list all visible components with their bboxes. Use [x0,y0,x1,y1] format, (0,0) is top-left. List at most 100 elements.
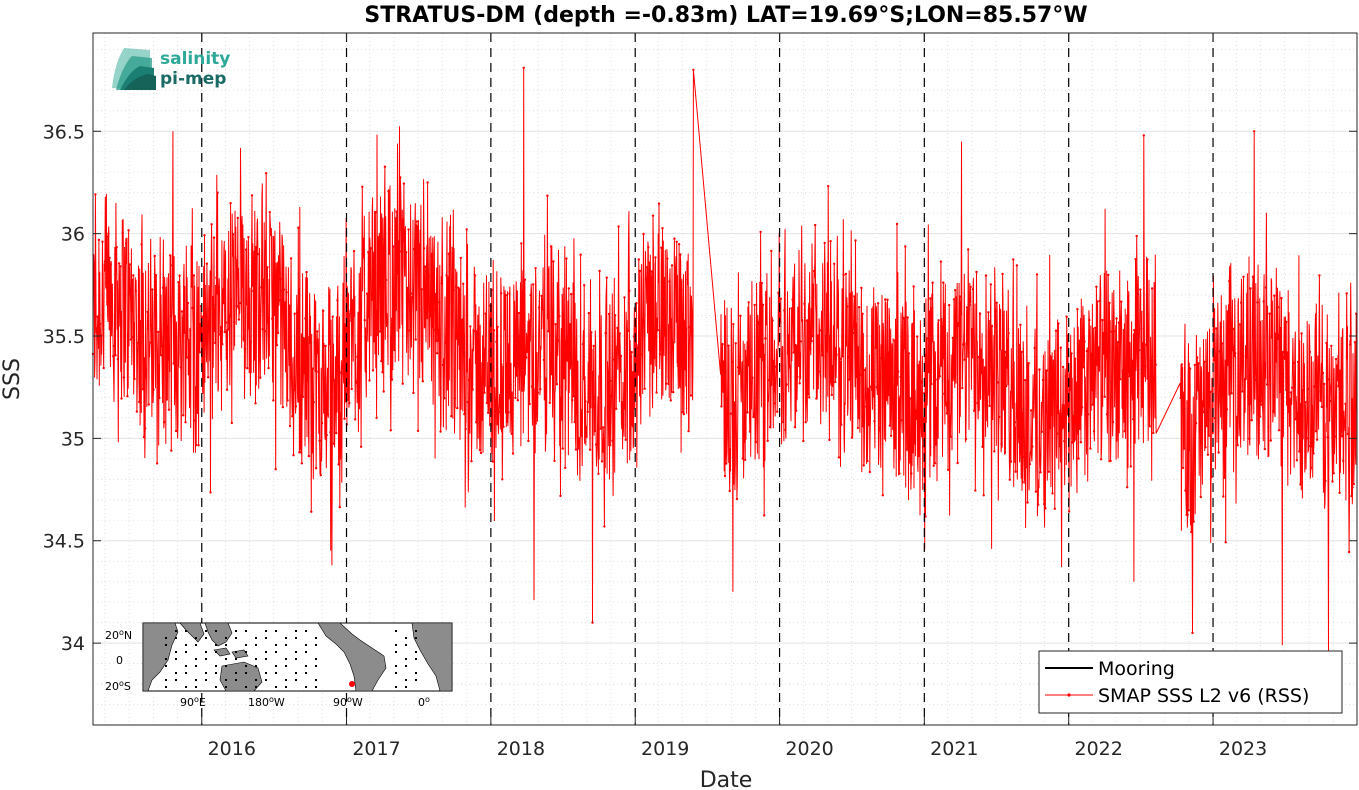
series-point [164,309,167,312]
series-point [875,386,879,389]
series-point [469,325,472,328]
inset-map-dot [315,644,317,646]
series-point [261,328,264,331]
series-point [1242,275,1245,278]
series-point [958,295,962,298]
series-point [768,426,772,429]
series-point [477,339,480,342]
series-point [791,298,794,301]
series-point [1210,475,1213,479]
series-point [1109,459,1112,463]
series-point [857,306,861,309]
inset-map-dot [395,686,397,688]
series-point [860,286,863,290]
series-point [135,410,139,413]
series-point [387,190,390,193]
series-point [1082,366,1085,369]
series-point [314,467,318,470]
series-point [982,494,985,497]
series-point [733,401,736,404]
series-point [908,397,912,400]
series-point [572,395,575,398]
series-point [670,264,674,267]
series-point [266,266,269,269]
inset-map-dot [395,672,397,674]
series-point [267,366,270,370]
inset-map-dot [295,672,297,674]
y-tick-label: 34 [61,633,85,655]
series-point [236,216,239,220]
series-point [772,359,775,363]
series-point [286,399,289,402]
series-point [853,295,856,298]
series-point [463,412,466,416]
series-point [651,214,655,217]
series-point [978,312,982,315]
series-point [108,256,111,260]
inset-map-dot [165,665,167,667]
series-point [1288,402,1292,406]
series-point [1048,426,1052,430]
series-point [152,388,155,391]
series-point [1253,130,1256,133]
series-point [375,416,378,420]
series-point [1338,491,1341,494]
series-point [421,380,424,383]
series-point [535,397,538,401]
series-point [1113,330,1116,333]
inset-map-dot [285,658,287,660]
series-point [1142,134,1146,137]
series-point [546,194,549,197]
series-point [491,460,494,463]
series-point [786,352,790,355]
inset-map-dot [235,630,237,632]
series-point [231,233,235,236]
series-point [551,311,554,314]
series-point [234,256,237,259]
series-point [850,436,854,439]
series-point [637,258,640,261]
series-point [758,322,761,326]
series-point [1102,352,1105,355]
series-point [482,362,485,365]
series-point [445,274,448,277]
series-point [740,378,743,382]
series-point [303,372,306,375]
series-point [174,429,178,433]
series-point [441,363,445,367]
series-point [675,240,678,243]
series-point [1232,327,1236,331]
series-point [628,289,631,292]
series-point [274,468,277,471]
series-point [1136,293,1140,296]
series-point [673,237,676,240]
inset-map-dot [205,637,207,639]
inset-map-dot [275,686,277,688]
series-point [182,414,185,417]
series-point [229,202,232,205]
series-point [773,402,776,405]
series-point [688,326,691,329]
series-point [948,303,951,307]
inset-map-dot [165,679,167,681]
series-point [1018,344,1021,347]
series-point [681,410,684,414]
x-tick-label: 2022 [1075,738,1123,760]
series-point [844,272,848,276]
series-point [937,319,940,322]
series-point [1114,362,1117,365]
inset-map-dot [195,679,197,681]
series-point [211,295,214,299]
series-point [1154,363,1157,366]
series-point [545,377,548,380]
series-point [371,369,375,372]
series-point [1023,379,1027,382]
series-point [738,363,741,366]
series-point [507,411,510,414]
series-point [523,278,527,281]
series-point [757,321,760,324]
series-point [1120,300,1123,303]
series-point [198,351,201,354]
series-point [317,370,320,373]
series-point [189,329,192,332]
